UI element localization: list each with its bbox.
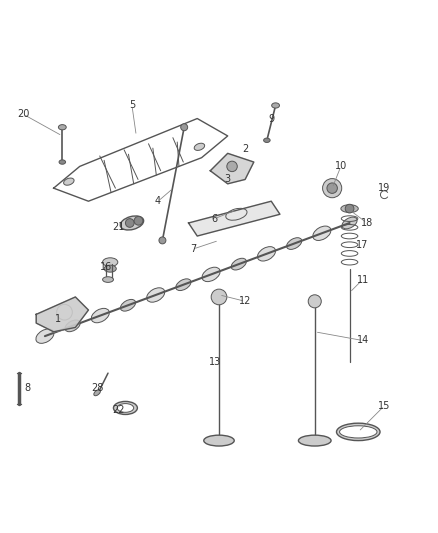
Circle shape bbox=[322, 179, 342, 198]
Text: 21: 21 bbox=[113, 222, 125, 232]
Text: 2: 2 bbox=[242, 144, 248, 154]
Text: 5: 5 bbox=[129, 100, 135, 110]
Text: 6: 6 bbox=[212, 214, 218, 224]
Text: 19: 19 bbox=[378, 183, 391, 193]
Circle shape bbox=[327, 183, 337, 193]
Ellipse shape bbox=[58, 125, 66, 130]
Ellipse shape bbox=[64, 178, 74, 185]
Ellipse shape bbox=[91, 309, 110, 323]
Text: 1: 1 bbox=[55, 314, 61, 324]
Ellipse shape bbox=[59, 160, 66, 164]
Circle shape bbox=[181, 124, 187, 131]
Ellipse shape bbox=[147, 288, 165, 302]
Circle shape bbox=[308, 295, 321, 308]
Circle shape bbox=[345, 204, 354, 213]
Text: 14: 14 bbox=[357, 335, 369, 345]
Ellipse shape bbox=[102, 258, 118, 266]
Text: 28: 28 bbox=[91, 383, 103, 393]
Ellipse shape bbox=[339, 426, 377, 438]
Text: 18: 18 bbox=[361, 218, 373, 228]
Ellipse shape bbox=[94, 390, 100, 395]
Text: 22: 22 bbox=[113, 405, 125, 415]
Circle shape bbox=[159, 237, 166, 244]
Ellipse shape bbox=[264, 138, 270, 142]
Ellipse shape bbox=[341, 205, 358, 213]
Ellipse shape bbox=[120, 300, 135, 311]
Text: 15: 15 bbox=[378, 401, 391, 411]
Ellipse shape bbox=[336, 423, 380, 441]
Ellipse shape bbox=[117, 403, 134, 413]
Text: 7: 7 bbox=[190, 244, 196, 254]
Polygon shape bbox=[36, 297, 88, 332]
Text: 4: 4 bbox=[155, 196, 161, 206]
Text: 16: 16 bbox=[100, 262, 112, 271]
Ellipse shape bbox=[176, 279, 191, 290]
Ellipse shape bbox=[298, 435, 331, 446]
Text: 11: 11 bbox=[357, 274, 369, 285]
Circle shape bbox=[227, 161, 237, 172]
Ellipse shape bbox=[120, 216, 144, 230]
Ellipse shape bbox=[204, 435, 234, 446]
Ellipse shape bbox=[313, 226, 331, 240]
Ellipse shape bbox=[202, 267, 220, 281]
Polygon shape bbox=[188, 201, 280, 236]
Text: 9: 9 bbox=[268, 114, 274, 124]
Polygon shape bbox=[210, 154, 254, 184]
Ellipse shape bbox=[272, 103, 279, 108]
Text: 8: 8 bbox=[25, 383, 31, 393]
Text: 17: 17 bbox=[357, 240, 369, 250]
Ellipse shape bbox=[258, 247, 276, 261]
Text: 3: 3 bbox=[225, 174, 231, 184]
Ellipse shape bbox=[102, 277, 113, 282]
Text: 20: 20 bbox=[17, 109, 29, 119]
Ellipse shape bbox=[286, 238, 302, 249]
Circle shape bbox=[134, 216, 143, 225]
Text: 13: 13 bbox=[208, 357, 221, 367]
Circle shape bbox=[125, 219, 134, 228]
Text: 12: 12 bbox=[239, 296, 251, 306]
Ellipse shape bbox=[65, 320, 80, 332]
Ellipse shape bbox=[194, 143, 205, 150]
Text: 10: 10 bbox=[335, 161, 347, 172]
Ellipse shape bbox=[113, 401, 138, 415]
Ellipse shape bbox=[104, 265, 116, 272]
Circle shape bbox=[211, 289, 227, 305]
Ellipse shape bbox=[36, 329, 54, 343]
Ellipse shape bbox=[342, 217, 357, 229]
Ellipse shape bbox=[231, 259, 246, 270]
